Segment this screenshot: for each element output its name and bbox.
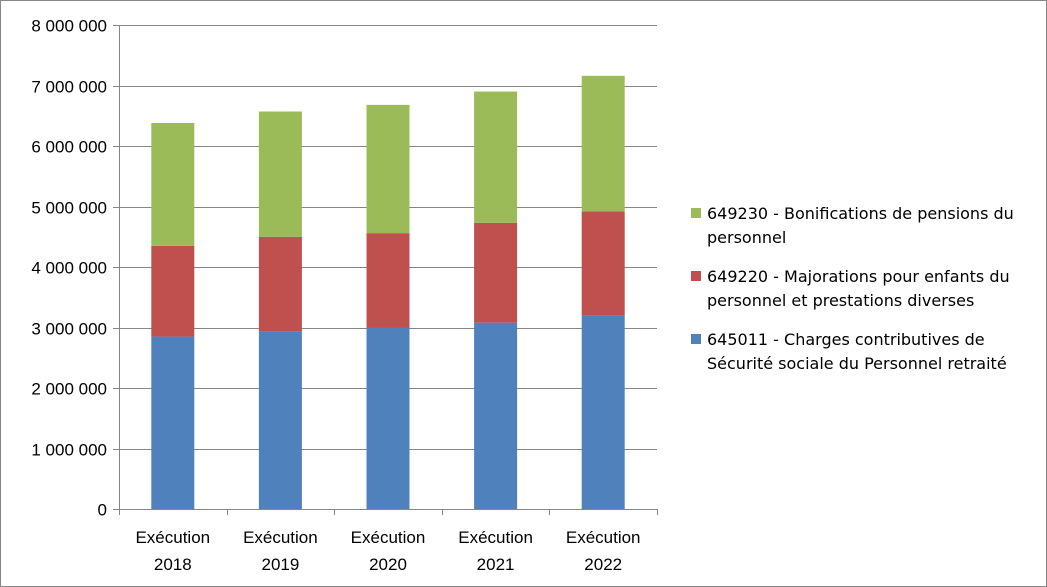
legend-swatch [691,271,701,281]
x-category-label: 2020 [369,555,407,574]
legend-entry-text: personnel [707,228,786,247]
x-category-label: 2022 [584,555,622,574]
bar-segment [258,111,302,237]
y-tick-label: 1 000 000 [31,441,107,460]
bar-segment [151,245,195,337]
x-category-label: Exécution [135,528,210,547]
legend-entry-text: Sécurité sociale du Personnel retraité [707,354,1007,373]
bar-segment [258,331,302,509]
x-category-label: Exécution [566,528,641,547]
bar-segment [581,211,625,316]
legend-entry-text: 645011 - Charges contributives de [707,330,985,349]
axis-layer: 0 1 000 000 2 000 000 3 000 000 4 000 000 5 0… [31,17,658,574]
y-tick-label: 8 000 000 [31,17,107,36]
x-category-label: Exécution [351,528,426,547]
y-tick-label: 2 000 000 [31,380,107,399]
bar-segment [474,222,518,323]
y-tick-label: 3 000 000 [31,320,107,339]
bar-layer [151,75,625,509]
x-category-label: Exécution [243,528,318,547]
y-tick-label: 0 [98,501,107,520]
y-tick-label: 6 000 000 [31,138,107,157]
bar-segment [474,91,518,223]
x-category-label: 2021 [477,555,515,574]
x-category-label: Exécution [458,528,533,547]
bar-segment [581,75,625,212]
legend-swatch [691,208,701,218]
legend: 649230 - Bonifications de pensions du per… [691,204,1014,373]
bar-segment [366,327,410,509]
legend-entry-text: 649230 - Bonifications de pensions du [707,204,1014,223]
y-tick-label: 7 000 000 [31,78,107,97]
bar-segment [151,336,195,509]
bar-segment [474,322,518,509]
bar-segment [581,315,625,509]
legend-swatch [691,334,701,344]
bar-segment [366,104,410,234]
x-category-label: 2019 [261,555,299,574]
legend-entry-text: 649220 - Majorations pour enfants du [707,267,1010,286]
bar-segment [151,123,195,246]
x-category-label: 2018 [154,555,192,574]
legend-entry-text: personnel et prestations diverses [707,291,974,310]
y-tick-label: 5 000 000 [31,199,107,218]
bar-segment [366,233,410,328]
y-tick-label: 4 000 000 [31,259,107,278]
bar-segment [258,236,302,332]
